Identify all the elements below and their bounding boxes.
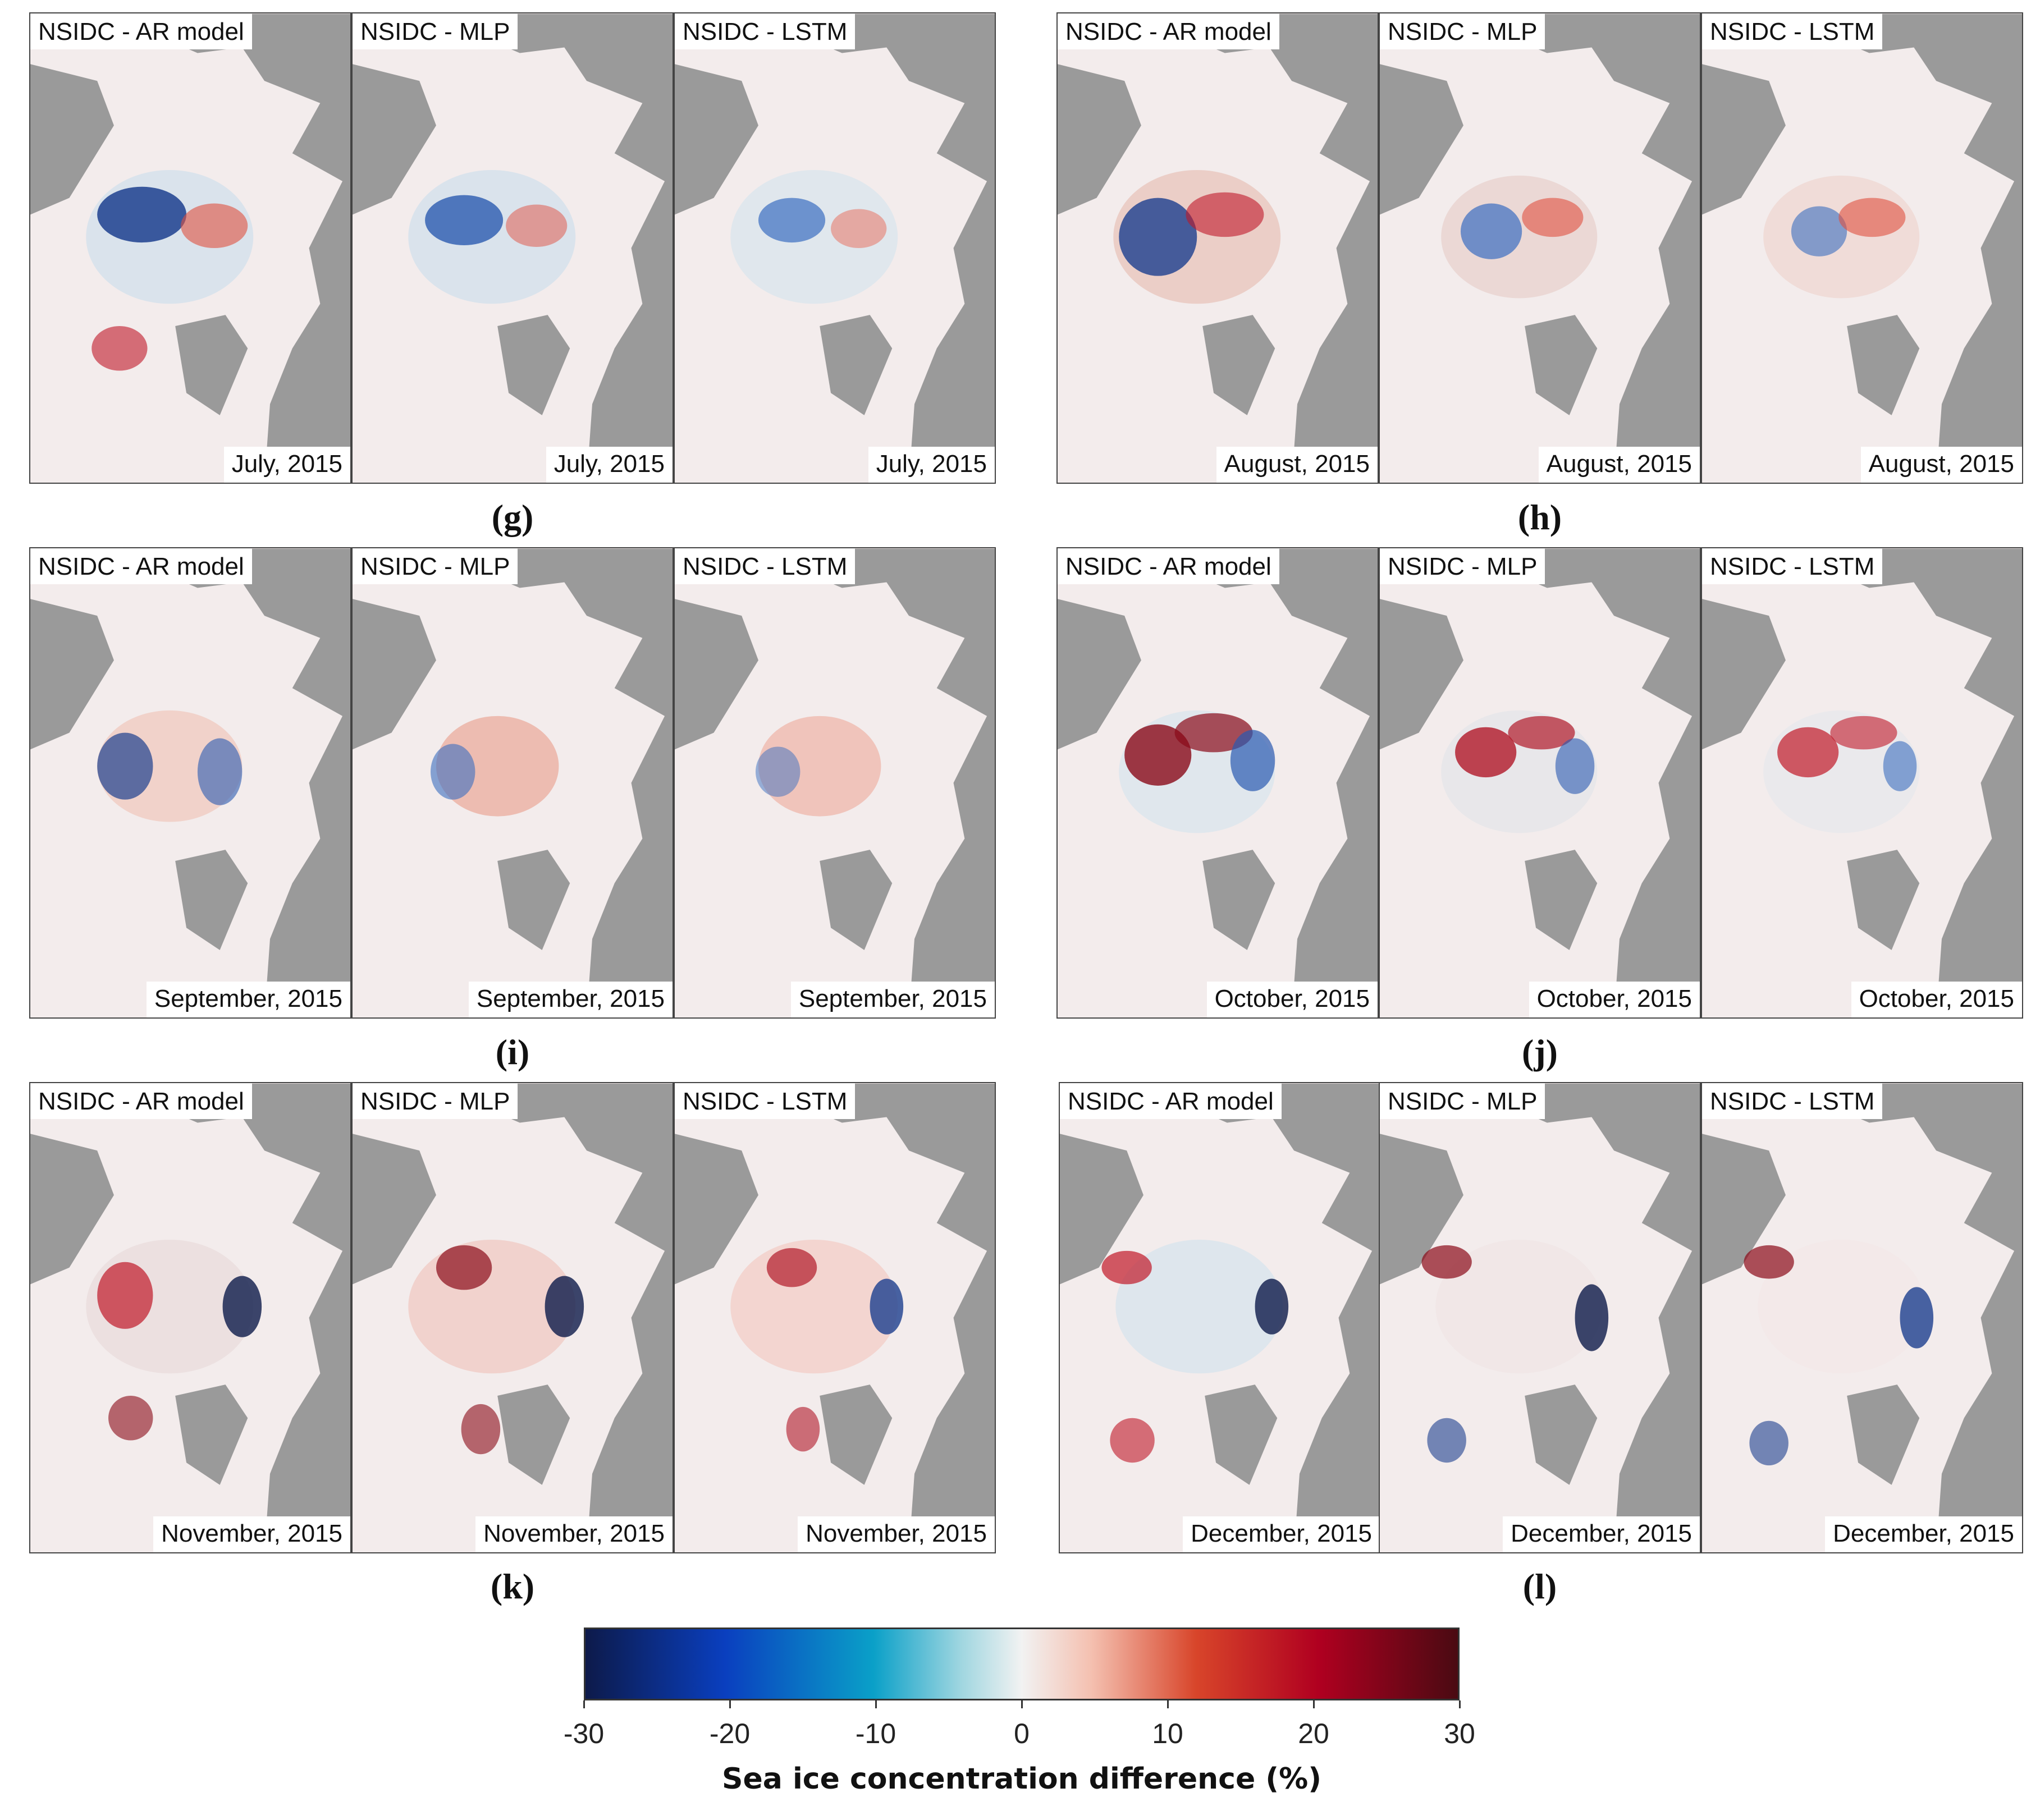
panel-date: September, 2015 [790,982,995,1017]
colorbar-tick-label: 30 [1444,1718,1475,1749]
arctic-map [1702,1083,2022,1552]
panel-title: NSIDC - AR model [30,13,252,49]
map-panel-ar: NSIDC - AR model September, 2015 [29,547,351,1019]
panel-title: NSIDC - AR model [1058,548,1279,584]
panel-date: November, 2015 [475,1516,673,1552]
panel-date: October, 2015 [1851,982,2022,1017]
panel-title: NSIDC - MLP [1380,548,1545,584]
panel-title: NSIDC - LSTM [1702,13,1883,49]
colorbar-tick-label: -30 [563,1718,605,1749]
arctic-map [30,13,350,483]
map-panel-lstm: NSIDC - LSTM September, 2015 [674,547,996,1019]
map-panel-mlp: NSIDC - MLP December, 2015 [1379,1082,1701,1553]
panel-date: July, 2015 [868,447,995,483]
panel-date: November, 2015 [153,1516,350,1552]
panel-date: December, 2015 [1503,1516,1700,1552]
map-panel-ar: NSIDC - AR model August, 2015 [1056,12,1379,484]
arctic-map [30,548,350,1017]
subfigure-label: (j) [1522,1032,1558,1072]
panel-date: December, 2015 [1825,1516,2022,1552]
panel-title: NSIDC - LSTM [675,1083,856,1119]
arctic-map [353,1083,673,1552]
arctic-map [1380,1083,1700,1552]
panel-title: NSIDC - AR model [1060,1083,1282,1119]
colorbar-tick [729,1700,731,1708]
panel-title: NSIDC - AR model [30,548,252,584]
subfigure-label: (l) [1522,1566,1557,1606]
panel-date: September, 2015 [146,982,350,1017]
arctic-map [1702,13,2022,483]
colorbar-tick [1458,1700,1461,1708]
panel-date: August, 2015 [1860,447,2022,483]
map-panel-ar: NSIDC - AR model December, 2015 [1059,1082,1381,1553]
map-panel-mlp: NSIDC - MLP October, 2015 [1379,547,1701,1019]
map-panel-ar: NSIDC - AR model November, 2015 [29,1082,351,1553]
panel-date: August, 2015 [1216,447,1378,483]
arctic-map [1058,13,1378,483]
colorbar-tick-label: -20 [709,1718,751,1749]
arctic-map [1060,1083,1380,1552]
subfigure-label: (g) [491,497,534,537]
panel-date: November, 2015 [798,1516,995,1552]
colorbar-tick-label: 10 [1152,1718,1183,1749]
arctic-map [1380,13,1700,483]
panel-title: NSIDC - LSTM [675,13,856,49]
panel-title: NSIDC - AR model [30,1083,252,1119]
colorbar-tick-label: 0 [1014,1718,1030,1749]
arctic-map [353,13,673,483]
panel-title: NSIDC - MLP [353,548,518,584]
colorbar: -30 -20 -10 0 10 20 30 Sea ice concentration d… [564,1628,1475,1796]
arctic-map [30,1083,350,1552]
arctic-map [1702,548,2022,1017]
panel-date: July, 2015 [223,447,350,483]
arctic-map [675,1083,995,1552]
panel-date: September, 2015 [468,982,673,1017]
panel-title: NSIDC - MLP [353,13,518,49]
map-panel-lstm: NSIDC - LSTM October, 2015 [1701,547,2023,1019]
colorbar-label: Sea ice concentration difference (%) [722,1762,1321,1796]
map-panel-mlp: NSIDC - MLP November, 2015 [351,1082,674,1553]
panel-date: July, 2015 [546,447,673,483]
arctic-map [675,13,995,483]
panel-date: December, 2015 [1183,1516,1380,1552]
arctic-map [1380,548,1700,1017]
arctic-map [353,548,673,1017]
map-panel-mlp: NSIDC - MLP September, 2015 [351,547,674,1019]
colorbar-tick [1021,1700,1023,1708]
colorbar-tick [875,1700,877,1708]
panel-title: NSIDC - MLP [1380,13,1545,49]
map-panel-lstm: NSIDC - LSTM August, 2015 [1701,12,2023,484]
colorbar-tick [583,1700,585,1708]
colorbar-gradient [584,1628,1460,1700]
subfigure-label: (i) [495,1032,530,1072]
arctic-map [675,548,995,1017]
map-panel-ar: NSIDC - AR model July, 2015 [29,12,351,484]
map-panel-lstm: NSIDC - LSTM December, 2015 [1701,1082,2023,1553]
arctic-map [1058,548,1378,1017]
subfigure-label: (h) [1517,497,1562,537]
map-panel-mlp: NSIDC - MLP July, 2015 [351,12,674,484]
panel-title: NSIDC - LSTM [675,548,856,584]
colorbar-tick [1167,1700,1169,1708]
map-panel-lstm: NSIDC - LSTM November, 2015 [674,1082,996,1553]
panel-title: NSIDC - MLP [353,1083,518,1119]
panel-date: October, 2015 [1529,982,1700,1017]
map-panel-mlp: NSIDC - MLP August, 2015 [1379,12,1701,484]
colorbar-tick-label: 20 [1298,1718,1329,1749]
colorbar-tick [1312,1700,1315,1708]
panel-date: October, 2015 [1206,982,1378,1017]
map-panel-ar: NSIDC - AR model October, 2015 [1056,547,1379,1019]
panel-title: NSIDC - LSTM [1702,1083,1883,1119]
colorbar-tick-label: -10 [855,1718,896,1749]
panel-date: August, 2015 [1538,447,1700,483]
panel-title: NSIDC - MLP [1380,1083,1545,1119]
panel-title: NSIDC - AR model [1058,13,1279,49]
panel-title: NSIDC - LSTM [1702,548,1883,584]
subfigure-label: (k) [490,1566,535,1606]
map-panel-lstm: NSIDC - LSTM July, 2015 [674,12,996,484]
